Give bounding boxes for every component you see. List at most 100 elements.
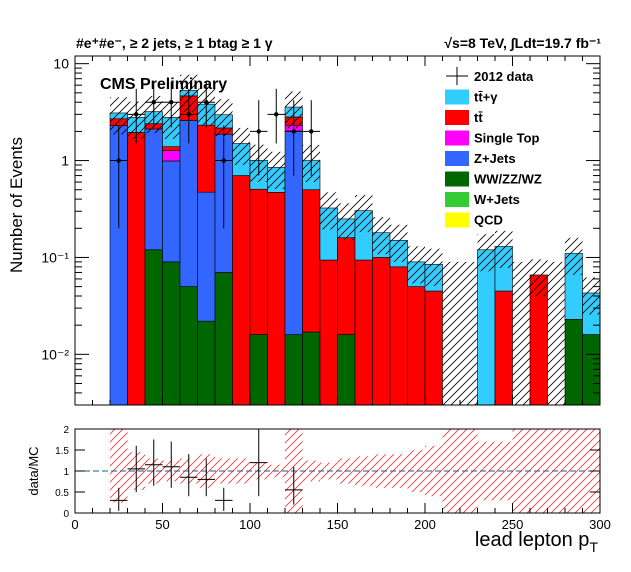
x-axis-label: lead lepton pT: [475, 529, 599, 555]
y-axis-label: Number of Events: [7, 137, 26, 273]
bar-ttbar: [302, 189, 321, 333]
legend-label: Z+Jets: [474, 151, 516, 166]
ratio-band-bin: [442, 429, 460, 513]
data-point: [204, 100, 209, 105]
bar-diboson: [564, 318, 583, 405]
x-tick-label: 250: [502, 517, 524, 532]
bar-ttbar: [232, 175, 251, 405]
bar-ttbar: [407, 286, 426, 405]
mc-unc-bin: [267, 151, 285, 189]
legend-label: W+Jets: [474, 192, 520, 207]
legend-label: tt̄+γ: [474, 90, 498, 105]
bar-zjets: [179, 120, 198, 287]
ratio-band-bin: [460, 429, 478, 513]
bar-diboson: [284, 334, 303, 405]
mc-unc-bin: [512, 261, 530, 405]
data-point: [169, 100, 174, 105]
bar-ttbar: [197, 124, 216, 193]
main-axes: 10⁻² 10⁻¹ 1 10: [41, 56, 601, 406]
mc-unc-bin: [355, 195, 373, 233]
ratio-band-bin: [477, 441, 495, 501]
bar-diboson: [337, 334, 356, 405]
bar-ttgamma: [477, 249, 496, 405]
bar-ttbar: [162, 146, 181, 151]
mc-unc-bin: [407, 246, 425, 284]
legend-label: QCD: [474, 213, 503, 228]
x-tick-label: 50: [155, 517, 169, 532]
ratio-band-bin: [110, 429, 128, 503]
y-tick-label: 10⁻²: [41, 346, 69, 362]
x-tick-label: 0: [71, 517, 78, 532]
bar-diboson: [214, 272, 233, 405]
y-tick-label: 10⁻¹: [41, 249, 69, 265]
mc-unc-bin: [215, 99, 233, 137]
header-lumi: √s=8 TeV, ∫Ldt=19.7 fb⁻¹: [444, 35, 601, 52]
bar-diboson: [144, 249, 163, 405]
legend-label: Single Top: [474, 131, 540, 146]
bar-ttbar: [494, 290, 513, 405]
mc-unc-bin: [547, 261, 565, 405]
ratio-band-bin: [407, 450, 425, 492]
bar-zjets: [197, 191, 216, 322]
bar-ttbar: [372, 257, 391, 405]
bar-diboson: [302, 331, 321, 405]
bar-ttbar: [354, 259, 373, 405]
cms-preliminary-label: CMS Preliminary: [100, 76, 227, 93]
ratio-y-tick-label: 0.5: [55, 488, 69, 499]
mc-unc-bin: [390, 224, 408, 262]
bar-ttbar: [337, 237, 356, 335]
header-selection: #e⁺#e⁻, ≥ 2 jets, ≥ 1 btag ≥ 1 γ: [76, 35, 273, 51]
data-point: [309, 129, 314, 134]
legend-label: WW/ZZ/WZ: [474, 172, 542, 187]
data-point: [221, 158, 226, 163]
data-point: [134, 112, 139, 117]
data-points: [110, 81, 320, 229]
legend-swatch: [445, 171, 469, 187]
y-tick-label: 1: [61, 153, 69, 169]
mc-unc-bin: [565, 237, 583, 275]
data-point: [256, 129, 261, 134]
x-tick-label: 100: [239, 517, 261, 532]
data-point: [116, 158, 121, 163]
legend-swatch: [445, 130, 469, 146]
mc-unc-bin: [460, 261, 478, 405]
mc-unc-bin: [530, 259, 548, 297]
bar-ttbar: [267, 192, 286, 405]
x-tick-label: 300: [589, 517, 611, 532]
mc-unc-bin: [232, 127, 250, 165]
bar-diboson: [162, 261, 181, 405]
legend-label: tt̄: [474, 110, 483, 125]
legend-swatch: [445, 151, 469, 166]
ratio-band-bin: [425, 445, 443, 497]
legend: 2012 data tt̄+γ tt̄ Single Top Z+Jets WW/ZZ/W…: [445, 67, 542, 228]
bar-singletop: [162, 150, 181, 162]
data-point: [186, 112, 191, 117]
bar-diboson: [197, 320, 216, 405]
bar-ttbar: [389, 266, 408, 405]
x-tick-label: 200: [414, 517, 436, 532]
data-point: [274, 112, 279, 117]
bar-diboson: [179, 286, 198, 405]
ratio-y-tick-label: 1.5: [55, 446, 69, 457]
mc-unc-bin: [425, 248, 443, 286]
data-point: [291, 129, 296, 134]
ratio-band-bin: [390, 454, 408, 488]
legend-swatch: [445, 89, 469, 105]
legend-swatch: [445, 212, 469, 228]
legend-label: 2012 data: [474, 69, 534, 84]
bar-ttbar: [249, 188, 268, 335]
ratio-y-label: data/MC: [26, 446, 41, 495]
mc-unc-bin: [495, 230, 513, 268]
mc-unc-bin: [320, 192, 338, 230]
bar-ttbar: [424, 290, 443, 405]
bar-ttbar: [319, 259, 338, 405]
bar-ttbar: [127, 132, 146, 405]
ratio-y-tick-label: 2: [63, 425, 69, 436]
ratio-y-tick-label: 1: [63, 467, 69, 478]
x-tick-label: 150: [327, 517, 349, 532]
main-pad: 10⁻² 10⁻¹ 1 10 CMS Preliminary Number of Ev…: [7, 55, 601, 406]
bar-diboson: [249, 334, 268, 405]
y-tick-label: 10: [53, 56, 69, 72]
bar-zjets: [144, 128, 163, 251]
